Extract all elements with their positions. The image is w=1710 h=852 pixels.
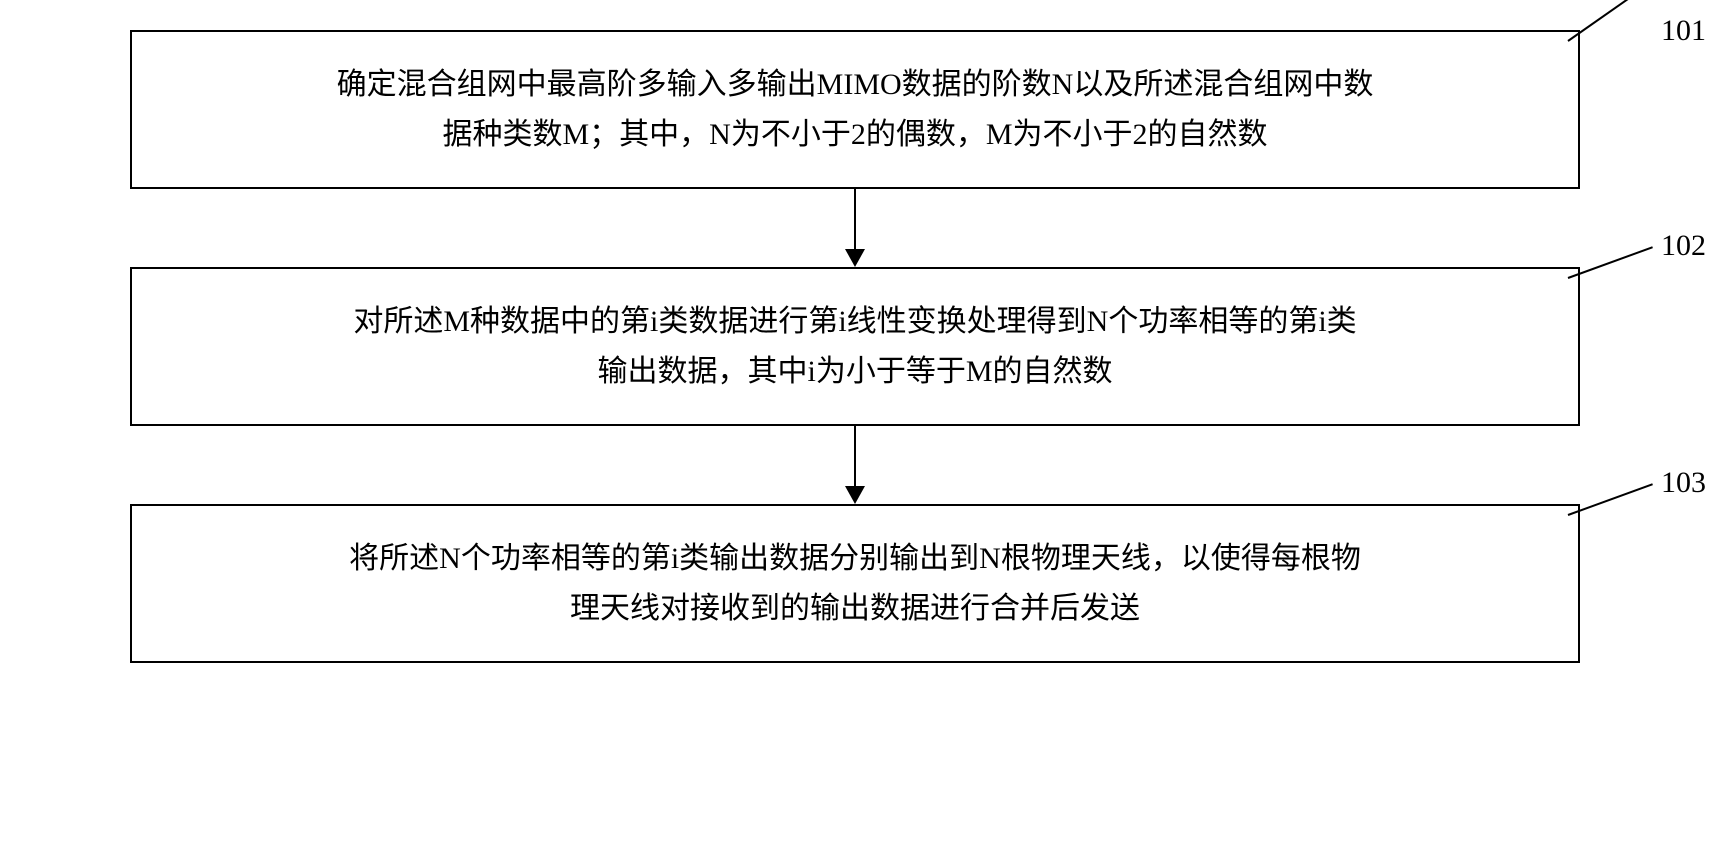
step-label-1: 101 [1661,14,1706,48]
arrow-2-3 [845,426,865,504]
step1-line2: 据种类数M；其中，N为不小于2的偶数，M为不小于2的自然数 [442,118,1267,151]
label-connector-3 [1568,483,1653,516]
flowchart-box-2: 对所述M种数据中的第i类数据进行第i线性变换处理得到N个功率相等的第i类 输出数… [130,267,1580,426]
step-label-3: 103 [1661,466,1706,500]
box-text-3: 将所述N个功率相等的第i类输出数据分别输出到N根物理天线，以使得每根物 理天线对… [349,534,1361,633]
step-row-2: 对所述M种数据中的第i类数据进行第i线性变换处理得到N个功率相等的第i类 输出数… [40,267,1670,426]
flowchart-box-1: 确定混合组网中最高阶多输入多输出MIMO数据的阶数N以及所述混合组网中数 据种类… [130,30,1580,189]
step2-line1: 对所述M种数据中的第i类数据进行第i线性变换处理得到N个功率相等的第i类 [353,305,1356,338]
box-text-2: 对所述M种数据中的第i类数据进行第i线性变换处理得到N个功率相等的第i类 输出数… [353,297,1356,396]
step2-line2: 输出数据，其中i为小于等于M的自然数 [597,355,1112,388]
step3-line1: 将所述N个功率相等的第i类输出数据分别输出到N根物理天线，以使得每根物 [349,542,1361,575]
step3-line2: 理天线对接收到的输出数据进行合并后发送 [570,592,1140,625]
step-row-1: 确定混合组网中最高阶多输入多输出MIMO数据的阶数N以及所述混合组网中数 据种类… [40,30,1670,189]
arrow-head [845,486,865,504]
arrow-head [845,249,865,267]
flowchart-box-3: 将所述N个功率相等的第i类输出数据分别输出到N根物理天线，以使得每根物 理天线对… [130,504,1580,663]
box-text-1: 确定混合组网中最高阶多输入多输出MIMO数据的阶数N以及所述混合组网中数 据种类… [337,60,1374,159]
arrow-line [854,426,856,486]
arrow-line [854,189,856,249]
step1-line1: 确定混合组网中最高阶多输入多输出MIMO数据的阶数N以及所述混合组网中数 [337,68,1374,101]
step-row-3: 将所述N个功率相等的第i类输出数据分别输出到N根物理天线，以使得每根物 理天线对… [40,504,1670,663]
label-connector-1 [1567,0,1642,42]
step-label-2: 102 [1661,229,1706,263]
flowchart-container: 确定混合组网中最高阶多输入多输出MIMO数据的阶数N以及所述混合组网中数 据种类… [40,30,1670,663]
arrow-1-2 [845,189,865,267]
label-connector-2 [1568,246,1653,279]
